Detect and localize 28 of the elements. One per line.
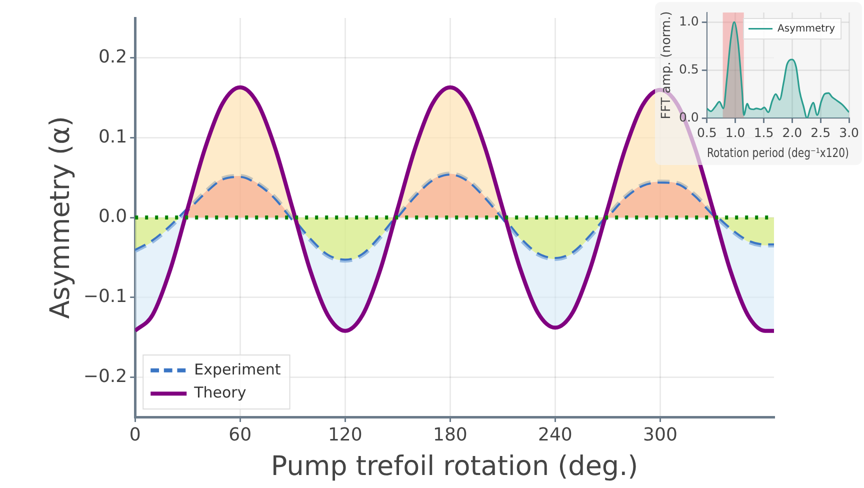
- x-tick-label: 120: [328, 424, 362, 446]
- x-tick-label: 3.0: [839, 124, 860, 140]
- x-axis-title: Pump trefoil rotation (deg.): [270, 450, 638, 482]
- y-tick-label: −0.1: [83, 286, 128, 307]
- x-axis-title: Rotation period (deg⁻¹x120): [706, 144, 849, 160]
- legend-label: Theory: [193, 384, 246, 402]
- x-tick-label: 2.5: [810, 124, 831, 140]
- y-tick-label: 0.0: [98, 206, 128, 228]
- y-axis-title: FFT amp. (norm.): [658, 11, 673, 120]
- legend-label: Experiment: [194, 360, 281, 378]
- x-tick-label: 1.5: [754, 124, 774, 140]
- x-tick-label: 60: [228, 424, 252, 446]
- legend-label: Asymmetry: [778, 23, 836, 34]
- y-axis-title: Asymmetry (α): [45, 116, 76, 319]
- y-tick-label: 0.5: [678, 61, 699, 76]
- x-tick-label: 1.0: [725, 124, 746, 140]
- y-tick-label: 1.0: [678, 13, 699, 28]
- line-series: [135, 172, 774, 263]
- x-tick-label: 0.5: [696, 124, 717, 140]
- y-tick-label: −0.2: [83, 366, 128, 387]
- x-tick-label: 300: [643, 424, 678, 446]
- y-tick-label: 0.1: [98, 126, 128, 148]
- y-tick-label: 0.0: [678, 109, 699, 124]
- x-tick-label: 2.0: [782, 124, 802, 140]
- x-tick-label: 240: [538, 424, 572, 446]
- x-tick-label: 0: [129, 424, 141, 446]
- x-tick-label: 180: [433, 424, 468, 446]
- y-tick-label: 0.2: [98, 46, 128, 68]
